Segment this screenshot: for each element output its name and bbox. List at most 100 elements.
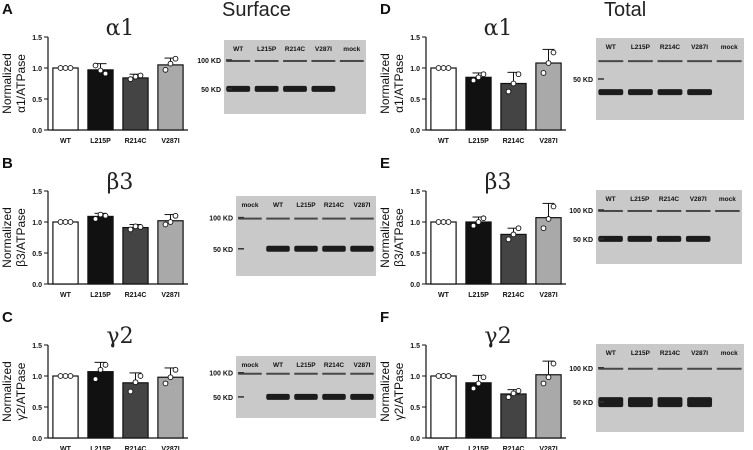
data-point-f-v287i [540,380,547,387]
x-tick-label-e-l215p: L215P [468,292,489,299]
y-tick-label-c: 1.5 [32,343,42,350]
data-point-d-v287i [550,49,557,56]
data-point-f-r214c [515,388,522,394]
subunit-title-a: α1 [106,16,135,41]
data-point-c-l215p [92,376,99,382]
y-tick-label-a: 1.0 [32,66,42,73]
panel-label-b: B [2,155,13,172]
data-point-d-wt [435,65,442,71]
y-tick-label-a: 0.0 [32,128,42,135]
blot-band-50kd-f [687,397,713,408]
data-point-b-l215p [92,216,99,222]
blot-lane-label-a: L215P [257,46,277,53]
bar-a-l215p [87,69,114,131]
data-point-c-v287i [167,374,174,381]
data-point-c-l215p [102,361,109,368]
bar-a-v287i [157,64,184,131]
blot-band-50kd-d [598,89,624,96]
y-tick-label-e: 0.0 [410,282,420,289]
data-point-e-v287i [550,203,557,210]
y-tick-label-c: 0.0 [32,436,42,443]
blot-band-100kd-c [238,372,262,375]
blot-band-50kd-e [598,235,623,242]
data-point-b-r214c [137,224,144,230]
data-point-c-wt [57,373,64,379]
data-point-d-l215p [470,77,477,84]
blot-band-50kd-f [657,397,683,408]
blot-lane-label-b: L215P [296,202,316,209]
blot-lane-label-b: mock [242,202,259,209]
data-point-d-r214c [510,80,517,87]
y-tick-label-a: 1.5 [32,35,42,42]
blot-band-50kd-d [657,89,683,96]
y-axis-label-a: α1/ATPase [14,54,28,113]
blot-lane-label-f: R214C [660,350,681,357]
blot-band-50kd-d [687,89,713,96]
x-tick-label-c-r214c: R214C [125,446,147,450]
data-point-d-l215p [475,74,482,81]
x-tick-label-d-r214c: R214C [503,138,525,145]
data-point-b-l215p [97,211,104,218]
bar-e-v287i [535,217,562,285]
y-axis-label-c: Normalized [0,361,14,422]
data-point-e-l215p [475,219,482,225]
y-tick-label-e: 1.5 [410,189,420,196]
blot-band-100kd-a [283,59,307,62]
panel-label-d: D [380,1,391,18]
blot-lane-label-c: mock [242,362,259,369]
x-tick-label-a-v287i: V287I [161,138,179,145]
blot-lane-label-a: WT [233,46,243,53]
blot-band-50kd-c [322,393,346,400]
bar-a-wt [52,67,79,131]
blot-marker-label-e: 100 KD [569,208,593,215]
blot-band-100kd-e [685,209,711,212]
x-tick-label-f-v287i: V287I [539,446,557,450]
blot-band-50kd-f [598,397,624,408]
blot-marker-label-e: 50 KD [573,237,593,244]
blot-band-100kd-f [627,367,653,370]
data-point-f-wt [440,373,447,379]
data-point-c-v287i [172,366,179,373]
blot-band-100kd-a [254,59,279,62]
y-tick-label-d: 1.0 [410,66,420,73]
blot-band-100kd-d [657,60,683,63]
data-point-a-l215p [102,70,109,77]
data-point-d-v287i [540,70,547,76]
blot-marker-label-a: 100 KD [197,58,221,65]
blot-band-100kd-b [266,217,290,220]
data-point-b-r214c [132,223,139,230]
y-axis-label-d: α1/ATPase [392,54,406,113]
blot-band-100kd-c [322,372,346,375]
bar-e-l215p [465,221,492,285]
bar-d-wt [430,67,457,131]
blot-band-100kd-f [687,367,713,370]
data-point-d-wt [440,65,447,71]
y-tick-label-f: 0.5 [410,405,420,412]
data-point-f-r214c [505,394,512,400]
data-point-c-l215p [97,366,104,373]
x-tick-label-b-l215p: L215P [90,292,111,299]
data-point-f-v287i [550,360,557,367]
data-point-d-r214c [505,88,512,95]
subunit-title-e: β3 [485,170,512,195]
y-tick-label-b: 1.0 [32,220,42,227]
data-point-c-wt [67,373,74,379]
data-point-d-wt [445,65,452,71]
blot-band-100kd-d [627,60,653,63]
bar-c-v287i [157,376,184,439]
blot-band-50kd-b [266,245,290,252]
blot-band-50kd-a [283,85,307,92]
data-point-c-v287i [162,380,169,387]
blot-lane-label-d: mock [721,44,738,51]
total-heading: Total [604,0,647,21]
data-point-b-v287i [167,219,174,225]
data-point-b-v287i [172,212,179,219]
blot-lane-label-d: L215P [631,44,651,51]
bar-f-r214c [500,393,527,439]
y-axis-label-b: Normalized [0,207,14,268]
data-point-e-wt [440,219,447,225]
data-point-e-r214c [505,236,512,243]
panel-label-f: F [380,309,389,326]
x-tick-label-e-wt: WT [438,292,450,299]
